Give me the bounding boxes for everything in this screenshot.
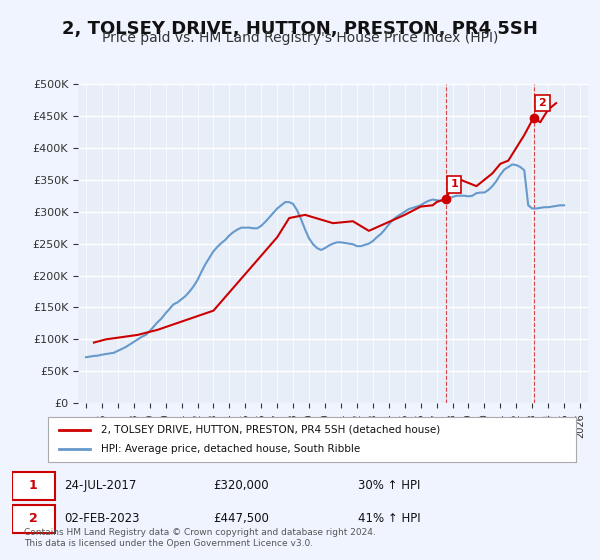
Text: £447,500: £447,500 [214,512,269,525]
Text: HPI: Average price, detached house, South Ribble: HPI: Average price, detached house, Sout… [101,445,360,455]
Text: Price paid vs. HM Land Registry's House Price Index (HPI): Price paid vs. HM Land Registry's House … [102,31,498,45]
Text: Contains HM Land Registry data © Crown copyright and database right 2024.
This d: Contains HM Land Registry data © Crown c… [24,528,376,548]
Text: 1: 1 [450,179,458,189]
Text: £320,000: £320,000 [214,479,269,492]
FancyBboxPatch shape [12,505,55,533]
Text: 2, TOLSEY DRIVE, HUTTON, PRESTON, PR4 5SH (detached house): 2, TOLSEY DRIVE, HUTTON, PRESTON, PR4 5S… [101,424,440,435]
Text: 30% ↑ HPI: 30% ↑ HPI [358,479,420,492]
Text: 2: 2 [538,98,546,108]
Text: 2: 2 [29,512,38,525]
Text: 24-JUL-2017: 24-JUL-2017 [64,479,136,492]
Text: 2, TOLSEY DRIVE, HUTTON, PRESTON, PR4 5SH: 2, TOLSEY DRIVE, HUTTON, PRESTON, PR4 5S… [62,20,538,38]
Text: 02-FEB-2023: 02-FEB-2023 [64,512,139,525]
Text: 41% ↑ HPI: 41% ↑ HPI [358,512,420,525]
Text: 1: 1 [29,479,38,492]
FancyBboxPatch shape [12,472,55,500]
